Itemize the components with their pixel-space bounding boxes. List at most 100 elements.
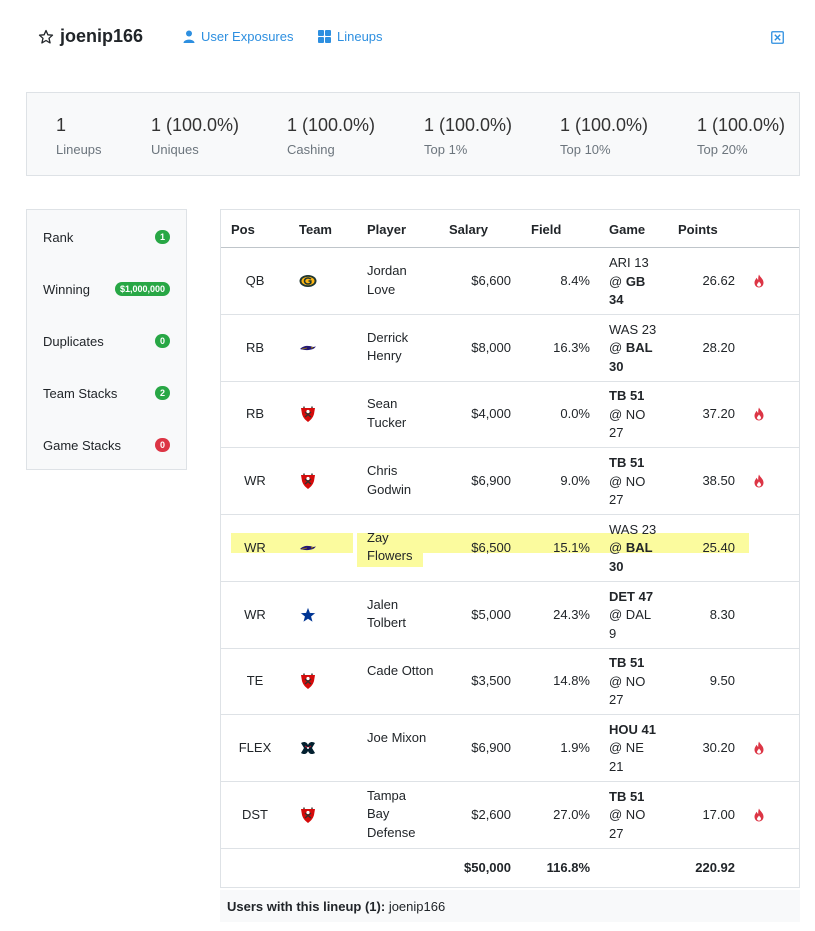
buccaneers-logo-icon [299,672,317,690]
game-cell: ARI 13 @ GB 34 [609,254,669,310]
pos-cell: RB [245,406,265,422]
buccaneers-logo-icon [299,405,317,423]
users-value[interactable]: joenip166 [388,899,446,914]
game-opponent: @ NO [609,406,646,422]
table-row[interactable]: RB Derrick Henry $8,000 16.3% WAS 23 @ BAL 30 2… [221,315,799,382]
close-icon[interactable] [771,31,784,44]
points-cell: 17.00 [702,806,735,822]
totals-row: $50,000 116.8% 220.92 [221,848,799,888]
game-winner: BAL [625,540,653,556]
field-cell: 27.0% [553,806,590,822]
field-cell: 0.0% [560,406,590,422]
player-name[interactable]: Jalen Tolbert [367,596,407,631]
lineups-label: Lineups [337,29,383,44]
game-winner: TB 51 [609,455,645,471]
user-exposures-label: User Exposures [201,29,294,44]
game-cell: WAS 23 @ BAL 30 [609,321,669,377]
game-stacks-badge: 0 [154,438,170,452]
salary-cell: $3,500 [471,673,511,689]
salary-cell: $6,500 [471,539,511,555]
summary-rank: Rank 1 [43,227,170,247]
player-name[interactable]: Zay Flowers [367,529,413,564]
points-cell: 37.20 [702,406,735,422]
pos-cell: FLEX [238,739,272,755]
summary-winning: Winning $1,000,000 [43,279,170,299]
points-cell: 8.30 [709,606,735,622]
game-opponent-score: 9 [609,625,617,641]
player-name[interactable]: Jordan Love [367,263,407,297]
highlight-band [357,532,749,553]
game-opponent: WAS 23 [609,521,657,537]
fire-icon [753,274,765,288]
game-winner: TB 51 [609,388,645,404]
game-at: @ [609,540,626,556]
star-icon[interactable] [38,29,54,45]
stat-uniques: 1 (100.0%) Uniques [151,115,239,157]
game-winner: BAL [625,340,653,356]
game-opponent-score: 27 [609,692,624,708]
field-cell: 16.3% [553,339,590,355]
salary-cell: $6,600 [471,273,511,288]
player-name[interactable]: Derrick Henry [367,329,409,364]
game-opponent: @ NO [609,673,646,689]
table-row[interactable]: QB Jordan Love $6,600 8.4% ARI 13 @ GB 34 26.62 [221,248,799,315]
game-winner-score: 30 [609,358,624,374]
game-cell: TB 51 @ NO 27 [609,454,669,510]
game-cell: WAS 23 @ BAL 30 [609,521,669,577]
field-cell: 1.9% [560,739,590,755]
points-cell: 28.20 [702,339,735,355]
cowboys-logo-icon [299,605,317,624]
game-opponent: @ DAL [609,607,652,622]
game-opponent: WAS 23 [609,321,657,337]
rank-badge: 1 [154,230,170,244]
player-name[interactable]: Cade Otton [367,663,434,679]
player-name[interactable]: Tampa Bay Defense [367,787,416,840]
ravens-logo-icon [299,339,317,357]
table-row[interactable]: WR Chris Godwin $6,900 9.0% TB 51 @ NO 27 38.50 [221,448,799,516]
player-name[interactable]: Chris Godwin [367,463,412,497]
fire-icon [753,407,765,421]
lineups-link[interactable]: Lineups [318,29,383,44]
packers-logo-icon [299,272,317,290]
stat-label: Uniques [151,142,199,157]
table-row[interactable]: WR Zay Flowers $6,500 15.1% WAS 23 @ BAL 30 25.… [221,515,799,582]
game-opponent: @ NO [609,473,646,489]
table-row[interactable]: WR Jalen Tolbert $5,000 24.3% DET 47 @ DAL 9 8.… [221,582,799,649]
table-row[interactable]: FLEX Joe Mixon $6,900 1.9% HOU 41 @ NE 21 30.20 [221,715,799,782]
summary-game-stacks: Game Stacks 0 [43,435,170,455]
points-cell: 9.50 [709,673,735,689]
stat-top-10: 1 (100.0%) Top 10% [560,115,648,157]
users-with-lineup: Users with this lineup (1): joenip166 [220,890,800,922]
summary-label: Winning [43,281,90,297]
game-winner: GB [625,273,646,289]
player-name[interactable]: Joe Mixon [367,729,427,745]
header-salary[interactable]: Salary [449,222,489,237]
header-player[interactable]: Player [367,222,407,237]
user-exposures-link[interactable]: User Exposures [183,29,293,44]
summary-team-stacks: Team Stacks 2 [43,383,170,403]
pos-cell: WR [244,539,266,555]
total-field: 116.8% [546,860,590,875]
header-points[interactable]: Points [678,222,718,237]
total-salary: $50,000 [464,860,511,875]
buccaneers-logo-icon [299,472,317,490]
field-cell: 14.8% [553,673,590,689]
user-title: joenip166 [38,26,143,47]
field-cell: 8.4% [560,273,590,288]
game-opponent-score: 21 [609,758,624,774]
table-row[interactable]: RB Sean Tucker $4,000 0.0% TB 51 @ NO 27 37.20 [221,381,799,449]
salary-cell: $5,000 [471,606,511,622]
table-row[interactable]: DST Tampa Bay Defense $2,600 27.0% TB 51 @ NO… [221,782,799,849]
salary-cell: $6,900 [471,739,511,755]
player-name[interactable]: Sean Tucker [367,396,407,430]
table-row[interactable]: TE Cade Otton $3,500 14.8% TB 51 @ NO 27 9.50 [221,648,799,716]
header-team[interactable]: Team [299,222,332,237]
header-game[interactable]: Game [609,222,646,237]
header-pos[interactable]: Pos [231,222,255,237]
summary-duplicates: Duplicates 0 [43,331,170,351]
ravens-logo-icon [299,539,317,557]
game-cell: DET 47 @ DAL 9 [609,588,669,644]
summary-label: Game Stacks [43,437,122,453]
header-field[interactable]: Field [531,222,562,237]
game-winner-score: 34 [609,292,624,307]
